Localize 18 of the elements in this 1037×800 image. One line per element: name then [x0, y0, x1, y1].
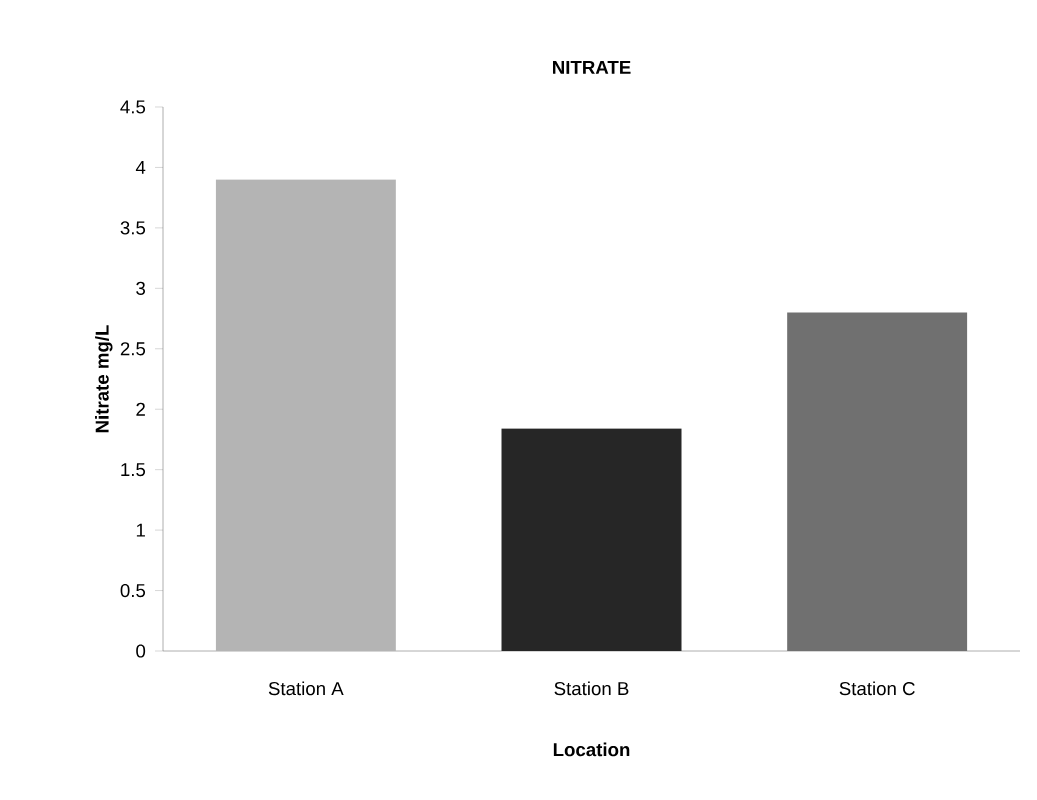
y-tick-label: 2.5 [120, 342, 146, 356]
chart-title: NITRATE [553, 61, 631, 74]
y-tick-label: 0.5 [120, 583, 146, 598]
y-tick-label: 0 [136, 644, 146, 658]
y-tick-label: 1 [136, 523, 145, 537]
bar [501, 428, 682, 651]
y-tick-label: 2 [136, 402, 145, 416]
x-axis-title: Location [553, 742, 630, 757]
y-tick-label: 3 [136, 281, 146, 295]
y-axis-title: Nitrate mg/L [95, 325, 113, 433]
x-tick-label: Station C [839, 681, 915, 696]
bar [215, 179, 396, 651]
x-tick-label: Station B [554, 681, 629, 696]
y-tick-label: 3.5 [120, 221, 146, 235]
y-tick-label: 4.5 [120, 100, 146, 114]
y-tick-label: 1.5 [121, 463, 146, 477]
x-tick-label: Station A [268, 681, 344, 696]
y-tick-label: 4 [135, 161, 146, 174]
